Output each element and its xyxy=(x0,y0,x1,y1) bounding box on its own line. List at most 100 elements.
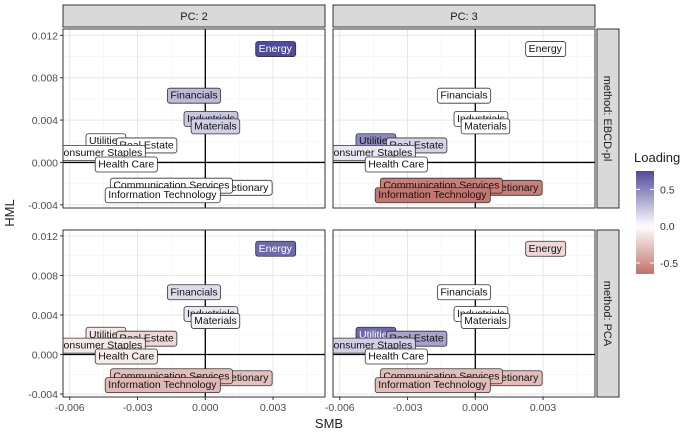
point-labels: EnergyFinancialsIndustrialsMaterialsUtil… xyxy=(63,240,297,394)
panel-border xyxy=(332,229,596,398)
point-label-text: Energy xyxy=(529,243,563,255)
point-label: Financials xyxy=(436,284,492,301)
point-label-box xyxy=(190,313,241,329)
point-label-box xyxy=(374,377,491,394)
legend: Loading 0.5 0.0 -0.5 xyxy=(634,150,680,274)
point-label-text: Consumer Staples xyxy=(326,147,412,159)
point-label: Financials xyxy=(166,284,222,301)
x-tick-label: -0.006 xyxy=(55,402,85,414)
point-label-text: Information Technology xyxy=(378,379,487,391)
point-label-text: Materials xyxy=(194,120,237,132)
point-label-text: Health Care xyxy=(368,350,424,362)
point-label: Health Care xyxy=(364,156,428,173)
point-label-text: Energy xyxy=(259,43,293,55)
y-tick-label: 0.012 xyxy=(32,231,58,243)
point-label: Utilities xyxy=(85,133,127,150)
y-tick-label: 0.004 xyxy=(32,115,58,127)
y-tick-label: -0.004 xyxy=(28,389,58,401)
point-label-text: Utilities xyxy=(359,135,393,147)
y-axis-title: HML xyxy=(2,199,17,226)
panel-border xyxy=(62,229,326,398)
point-label-text: Information Technology xyxy=(378,189,487,201)
point-label: Materials xyxy=(460,118,511,135)
point-label: Health Care xyxy=(364,348,428,365)
legend-tick-label: 0.0 xyxy=(660,221,675,233)
y-tick-label: 0.008 xyxy=(32,270,58,282)
point-label-text: Health Care xyxy=(98,159,154,171)
point-label: Health Care xyxy=(94,348,158,365)
legend-tick-label: 0.5 xyxy=(660,184,675,196)
column-strip xyxy=(62,4,326,28)
x-tick-label: 0.003 xyxy=(260,402,286,414)
point-label-text: Information Technology xyxy=(108,189,217,201)
point-label-text: Health Care xyxy=(98,350,154,362)
point-label: Information Technology xyxy=(374,187,491,204)
point-label-box xyxy=(190,118,241,135)
x-tick-label: -0.003 xyxy=(123,402,153,414)
row-strip xyxy=(596,28,620,209)
row-strip xyxy=(596,229,620,398)
x-tick-label: -0.006 xyxy=(325,402,355,414)
point-label-text: Information Technology xyxy=(108,379,217,391)
y-tick-label: 0.000 xyxy=(32,350,58,362)
x-axis-title: SMB xyxy=(315,416,343,431)
point-label-text: Materials xyxy=(464,315,507,327)
point-label-box xyxy=(255,240,297,257)
point-label-text: Materials xyxy=(464,120,507,132)
x-tick-label: 0.000 xyxy=(462,402,488,414)
point-label-box xyxy=(104,187,221,204)
point-labels: EnergyFinancialsIndustrialsMaterialsUtil… xyxy=(333,240,567,394)
point-label-text: Energy xyxy=(529,43,563,55)
column-strip xyxy=(332,4,596,28)
point-label-text: Utilities xyxy=(89,135,123,147)
legend-title: Loading xyxy=(634,150,680,165)
point-label-text: Financials xyxy=(440,90,487,102)
x-tick-label: 0.003 xyxy=(530,402,556,414)
point-label: Energy xyxy=(255,41,297,57)
point-label-box xyxy=(94,348,158,365)
point-label: Health Care xyxy=(94,156,158,173)
point-label: Materials xyxy=(190,313,241,329)
point-label-box xyxy=(364,156,428,173)
panel-1-0: EnergyFinancialsIndustrialsMaterialsUtil… xyxy=(28,229,326,414)
point-label-box xyxy=(104,377,221,394)
point-labels: EnergyFinancialsIndustrialsMaterialsUtil… xyxy=(326,41,567,204)
point-label-text: Materials xyxy=(194,315,237,327)
y-tick-label: 0.004 xyxy=(32,310,58,322)
y-tick-label: 0.012 xyxy=(32,30,58,42)
point-label-box xyxy=(436,284,492,301)
point-label-box xyxy=(166,284,222,301)
point-label-box xyxy=(94,156,158,173)
point-label: Financials xyxy=(166,87,222,104)
panel-0-0: EnergyFinancialsIndustrialsMaterialsUtil… xyxy=(28,4,326,212)
point-label: Energy xyxy=(255,240,297,257)
y-tick-label: 0.000 xyxy=(32,157,58,169)
point-label-box xyxy=(166,87,222,104)
point-label-text: Energy xyxy=(259,243,293,255)
legend-tick-label: -0.5 xyxy=(660,258,678,270)
point-label: Materials xyxy=(190,118,241,135)
point-label-box xyxy=(460,313,511,329)
point-label: Energy xyxy=(525,240,567,257)
point-label-text: Financials xyxy=(170,90,217,102)
point-label-box xyxy=(460,118,511,135)
row-strip-label: method: PCA xyxy=(601,281,613,347)
column-strip-label: PC: 2 xyxy=(180,11,208,23)
point-label-box xyxy=(525,240,567,257)
point-label-box xyxy=(364,348,428,365)
point-label: Information Technology xyxy=(104,377,221,394)
point-label: Financials xyxy=(436,87,492,104)
panel-border xyxy=(62,28,326,209)
column-strip-label: PC: 3 xyxy=(450,11,478,23)
point-label: Utilities xyxy=(355,133,397,150)
panel-border xyxy=(332,28,596,209)
point-label-text: Consumer Staples xyxy=(56,147,142,159)
row-strip-label: method: EBCD-pl xyxy=(601,76,613,162)
y-tick-label: 0.008 xyxy=(32,73,58,85)
point-labels: EnergyFinancialsIndustrialsMaterialsUtil… xyxy=(56,41,297,204)
point-label-text: Financials xyxy=(170,286,217,298)
point-label: Energy xyxy=(525,41,567,57)
point-label: Consumer Staples xyxy=(326,144,416,161)
